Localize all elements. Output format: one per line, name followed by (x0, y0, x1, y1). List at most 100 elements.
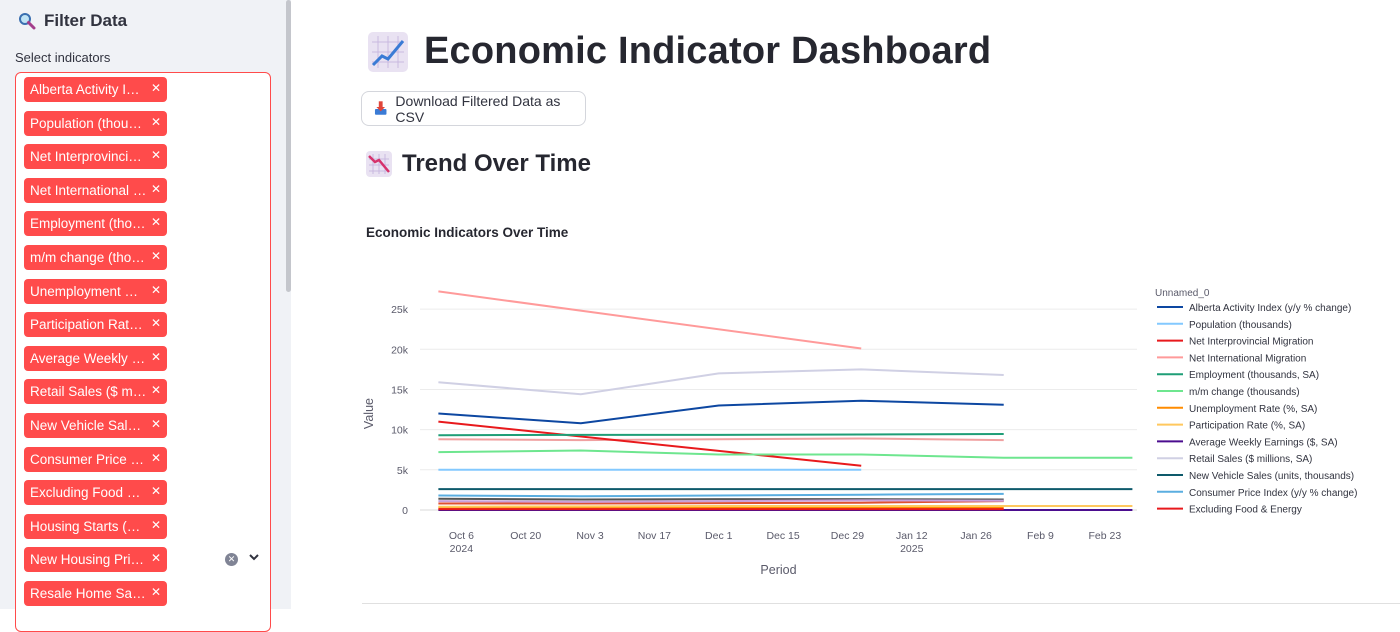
legend-item: Retail Sales ($ millions, SA) (1189, 454, 1312, 465)
page-title: Economic Indicator Dashboard (424, 30, 992, 72)
remove-chip-icon[interactable]: ✕ (150, 215, 161, 230)
download-csv-button[interactable]: Download Filtered Data as CSV (361, 91, 586, 126)
chevron-down-icon[interactable] (248, 551, 260, 563)
x-tick-label: Jan 26 (960, 530, 992, 542)
sidebar-title: Filter Data (18, 11, 127, 31)
remove-chip-icon[interactable]: ✕ (150, 517, 161, 532)
indicator-chip[interactable]: Excluding Food & Energy✕ (24, 480, 167, 506)
series-line (438, 499, 1004, 503)
x-tick-label: Oct 6 (449, 530, 474, 542)
clear-all-icon[interactable]: ✕ (225, 553, 238, 566)
series-line (438, 368, 1004, 396)
series-line (438, 437, 1004, 442)
legend-item: Excluding Food & Energy (1189, 505, 1302, 516)
x-tick-label: Jan 12 (896, 530, 928, 542)
legend-item: Participation Rate (%, SA) (1189, 421, 1305, 432)
page-header: Economic Indicator Dashboard (368, 30, 991, 73)
sidebar-title-text: Filter Data (44, 11, 128, 30)
download-csv-label: Download Filtered Data as CSV (395, 92, 561, 125)
series-line (438, 497, 1004, 501)
section-title: Trend Over Time (402, 150, 591, 177)
select-indicators-label: Select indicators (15, 50, 111, 65)
indicator-chip-label: Unemployment Rate (%, SA) (30, 283, 147, 299)
x-tick-label: Dec 15 (766, 530, 799, 542)
magnifier-icon (19, 13, 36, 30)
remove-chip-icon[interactable]: ✕ (150, 316, 161, 331)
indicator-chip[interactable]: New Vehicle Sales (units, thousands)✕ (24, 413, 167, 438)
indicator-chip-label: Net International Migration (30, 182, 147, 198)
x-tick-label: Feb 9 (1027, 530, 1054, 542)
indicator-chip-label: Excluding Food & Energy (30, 485, 147, 501)
legend-item: Net Interprovincial Migration (1189, 337, 1314, 348)
remove-chip-icon[interactable]: ✕ (150, 484, 161, 499)
remove-chip-icon[interactable]: ✕ (150, 249, 161, 263)
indicator-chip-label: Net Interprovincial Migration (30, 149, 147, 165)
indicator-chip[interactable]: Retail Sales ($ millions, SA)✕ (24, 379, 167, 405)
legend-item: m/m change (thousands) (1189, 387, 1300, 398)
indicator-chip-label: Average Weekly Earnings ($, SA) (30, 350, 147, 366)
x-tick-label: Feb 23 (1088, 530, 1121, 542)
indicator-chip-label: Retail Sales ($ millions, SA) (30, 384, 147, 400)
indicator-chip[interactable]: Resale Home Sales ✕ (24, 581, 167, 606)
indicator-chip[interactable]: Alberta Activity Index (y/y % change)✕ (24, 77, 167, 102)
indicator-chip[interactable]: Participation Rate (%, SA)✕ (24, 312, 167, 338)
remove-chip-icon[interactable]: ✕ (150, 585, 161, 599)
indicator-chip[interactable]: Population (thousands)✕ (24, 110, 167, 136)
y-tick-label: 15k (391, 384, 409, 396)
indicator-chip[interactable]: Unemployment Rate (%, SA)✕ (24, 278, 167, 304)
download-inbox-icon (374, 101, 387, 115)
remove-chip-icon[interactable]: ✕ (150, 349, 161, 364)
indicator-chip[interactable]: Net Interprovincial Migration✕ (24, 144, 167, 170)
series-line (438, 290, 862, 350)
remove-chip-icon[interactable]: ✕ (150, 181, 161, 196)
indicator-chip-label: Employment (thousands, SA) (30, 216, 147, 232)
sidebar-scrollbar[interactable] (286, 0, 291, 292)
indicator-chip[interactable]: Employment (thousands, SA)✕ (24, 211, 167, 237)
remove-chip-icon[interactable]: ✕ (150, 148, 161, 163)
y-axis-title: Value (362, 398, 376, 429)
indicator-chip[interactable]: New Housing Price Index✕ (24, 547, 167, 573)
series-line (438, 504, 1133, 508)
divider (362, 603, 1400, 604)
remove-chip-icon[interactable]: ✕ (150, 383, 161, 398)
indicator-chip-label: m/m change (thousands) (30, 250, 147, 265)
y-tick-label: 0 (402, 505, 408, 517)
indicator-chip[interactable]: Net International Migration✕ (24, 177, 167, 203)
x-tick-label: Dec 29 (831, 530, 864, 542)
remove-chip-icon[interactable]: ✕ (150, 114, 161, 129)
series-line (438, 449, 1133, 459)
chart-title: Economic Indicators Over Time (366, 225, 569, 240)
remove-chip-icon[interactable]: ✕ (150, 81, 161, 95)
indicator-chip-label: Housing Starts (units) (30, 518, 147, 534)
indicator-chip-label: New Vehicle Sales (units, thousands) (30, 418, 147, 433)
remove-chip-icon[interactable]: ✕ (150, 551, 161, 566)
indicator-chip-label: Consumer Price Index (y/y % change) (30, 451, 147, 467)
x-tick-label: 2024 (450, 543, 474, 555)
y-tick-label: 20k (391, 344, 409, 356)
indicator-chip[interactable]: Average Weekly Earnings ($, SA)✕ (24, 345, 167, 371)
indicator-chip-label: Population (thousands) (30, 115, 147, 131)
y-tick-label: 25k (391, 304, 409, 316)
sidebar: Filter Data Select indicators ✕ Alberta … (0, 0, 291, 632)
legend-item: New Vehicle Sales (units, thousands) (1189, 471, 1354, 482)
indicator-chip-label: Participation Rate (%, SA) (30, 317, 147, 333)
series-line (438, 500, 1004, 505)
indicator-chip[interactable]: Housing Starts (units) ✕ (24, 513, 167, 539)
indicator-chip[interactable]: m/m change (thousands)✕ (24, 245, 167, 270)
remove-chip-icon[interactable]: ✕ (150, 282, 161, 297)
legend-item: Employment (thousands, SA) (1189, 370, 1319, 381)
remove-chip-icon[interactable]: ✕ (150, 450, 161, 465)
section-header: Trend Over Time (366, 150, 591, 178)
chart-decreasing-icon (366, 151, 392, 177)
y-tick-label: 5k (397, 465, 409, 477)
x-axis-title: Period (760, 563, 796, 577)
legend-item: Alberta Activity Index (y/y % change) (1189, 303, 1351, 314)
legend-item: Unemployment Rate (%, SA) (1189, 404, 1317, 415)
indicator-multiselect[interactable]: ✕ Alberta Activity Index (y/y % change)✕… (15, 72, 271, 632)
remove-chip-icon[interactable]: ✕ (150, 417, 161, 431)
x-tick-label: 2025 (900, 543, 924, 555)
x-tick-label: Oct 20 (510, 530, 541, 542)
y-tick-label: 10k (391, 425, 409, 437)
indicator-chip[interactable]: Consumer Price Index (y/y % change)✕ (24, 446, 167, 472)
